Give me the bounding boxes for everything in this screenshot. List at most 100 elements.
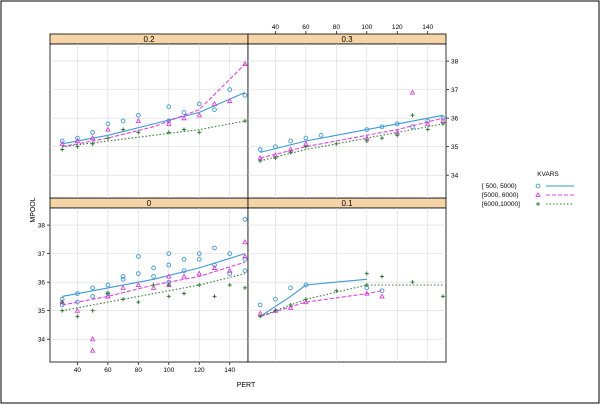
x-tick-label: 120 [392,24,403,31]
legend-entry-label: [6000,10000] [482,201,520,208]
data-point [120,118,126,124]
data-point [166,104,172,110]
data-point [74,137,81,144]
legend: KVARS [ 500, 5000) [5000, 6000) [6000,1000… [482,171,574,208]
y-tick-label: 35 [38,308,46,315]
data-point [288,138,293,144]
data-point [212,107,217,112]
data-point [242,285,247,290]
data-point [181,273,187,279]
data-point [287,304,294,310]
data-point [197,283,202,287]
data-point [258,158,263,163]
legend-title: KVARS [537,171,559,178]
data-point [364,271,369,276]
data-point [166,120,172,126]
data-point [197,130,202,135]
legend-marker [535,183,541,189]
data-point [242,239,248,245]
data-point [90,130,95,135]
panel-strip-label: 0.2 [143,35,155,44]
data-point [334,141,339,146]
data-point [75,135,80,141]
data-point [303,282,309,288]
data-point [227,283,232,287]
panel-bottom-right: 0.1 [247,197,447,363]
x-tick-label: 80 [333,24,341,31]
data-point [105,282,111,288]
panel-strip-label: 0 [147,199,152,208]
x-tick-label: 80 [135,367,143,374]
data-point [410,280,415,285]
data-point [135,254,141,259]
data-point [181,114,187,121]
data-point [75,144,80,149]
y-tick-label: 35 [451,144,459,151]
data-point [60,308,65,313]
data-point [303,144,308,149]
data-point [182,291,187,296]
legend-marker [536,202,540,206]
legend-entry: [6000,10000] [482,201,574,208]
data-point [395,133,400,138]
data-point [121,127,126,132]
data-point [380,136,385,141]
fit-line [62,273,246,312]
data-point [273,308,278,313]
data-point [288,302,293,307]
y-axis-label: MPOOL [30,197,37,222]
data-point [89,336,96,342]
data-point [242,256,248,262]
data-point [90,294,95,299]
x-tick-label: 140 [224,367,235,374]
data-point [105,136,110,141]
data-point [258,314,263,319]
data-point [150,284,157,290]
data-point [212,294,217,299]
data-point [227,271,233,276]
x-tick-label: 100 [361,24,372,31]
data-point [120,274,126,279]
data-point [75,314,80,319]
data-point [440,121,445,126]
x-tick-label: 60 [302,24,310,31]
data-point [105,126,111,132]
fit-line [62,63,246,148]
fit-line [259,278,367,317]
axes-group: 40 60 80 100 120 140 40 60 80 100 120 140 34 35 36 37 38… [38,24,459,374]
data-point [196,256,202,262]
panel-top-right: 0.3 [247,33,447,199]
data-point [242,268,248,274]
legend-entry: [5000, 6000) [482,191,574,199]
data-point [242,60,248,67]
data-point [166,283,171,287]
data-point [135,117,142,124]
data-point [364,283,369,287]
panel-strip-label: 0.3 [341,35,353,44]
data-point [151,274,156,279]
data-point [409,89,416,95]
data-point [288,285,293,291]
legend-entry-label: [ 500, 5000) [482,183,517,190]
data-point [226,97,233,104]
y-tick-label: 38 [38,222,46,229]
data-point [303,297,308,302]
legend-entry-label: [5000, 6000) [482,192,519,199]
data-point [303,298,309,305]
data-point [257,302,263,308]
data-point [166,294,171,299]
x-tick-label: 120 [194,367,205,374]
data-point [334,288,339,293]
data-point [227,251,233,256]
data-point [151,283,156,287]
data-point [212,262,217,268]
data-point [364,127,370,132]
x-tick-label: 140 [422,24,433,31]
data-point [379,124,385,130]
legend-entry: [ 500, 5000) [482,183,574,190]
x-tick-label: 40 [272,24,280,31]
data-point [105,293,111,299]
data-point [90,308,95,313]
y-tick-label: 38 [451,58,459,65]
data-point [424,120,431,126]
